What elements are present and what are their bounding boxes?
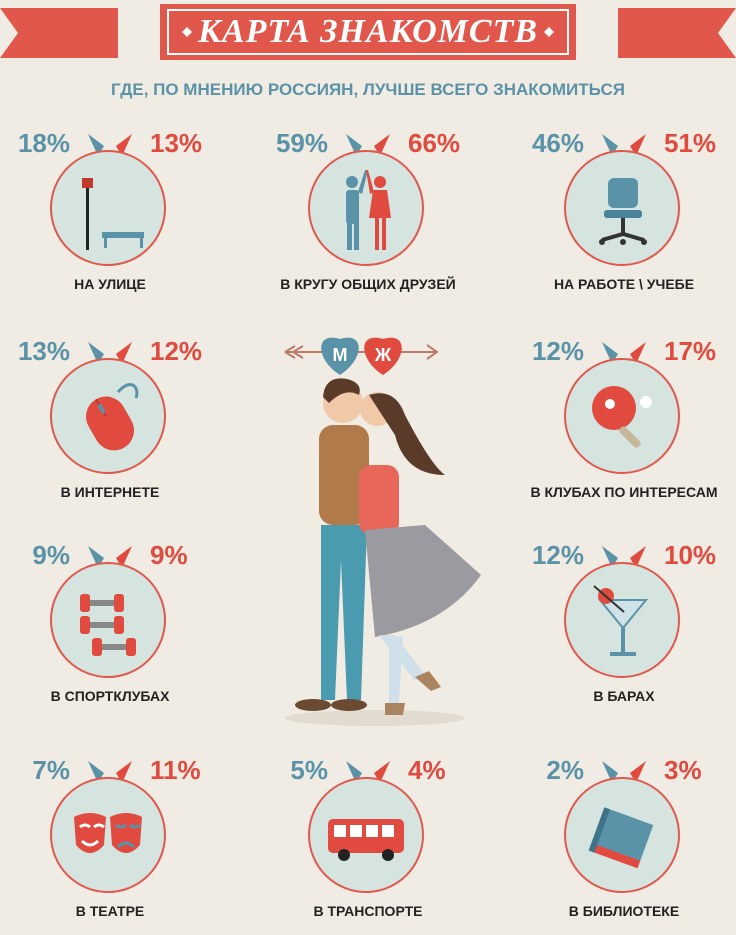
item-friends: 59% 66% В КРУГУ ОБЩИХ ДРУЗЕЙ <box>258 128 478 308</box>
item-circle <box>50 150 166 266</box>
female-percent: 51% <box>664 128 717 158</box>
male-percent: 7% <box>32 755 70 785</box>
male-percent: 13% <box>17 336 70 366</box>
page-title: КАРТА ЗНАКОМСТВ <box>197 13 539 50</box>
item-circle <box>308 777 424 893</box>
male-percent: 2% <box>546 755 584 785</box>
item-circle <box>564 562 680 678</box>
male-percent: 5% <box>290 755 328 785</box>
item-transport: 5% 4% В ТРАНСПОРТЕ <box>258 755 478 935</box>
item-theatre: 7% 11% В ТЕАТРЕ <box>0 755 220 935</box>
item-work: 46% 51% НА РАБОТЕ \ УЧЕБЕ <box>514 128 734 308</box>
page-subtitle: ГДЕ, ПО МНЕНИЮ РОССИЯН, ЛУЧШЕ ВСЕГО ЗНАК… <box>111 80 625 99</box>
female-percent: 3% <box>664 755 702 785</box>
item-label: В СПОРТКЛУБАХ <box>50 688 170 704</box>
item-bars: 12% 10% В БАРАХ <box>514 540 734 720</box>
item-circle <box>50 777 166 893</box>
item-circle <box>564 777 680 893</box>
male-heart-letter: М <box>333 345 348 365</box>
dumbbells-icon <box>80 594 136 656</box>
female-heart-icon <box>364 337 402 375</box>
theatre-masks-icon <box>74 813 142 853</box>
item-circle <box>564 150 680 266</box>
ping-pong-icon <box>592 386 652 448</box>
item-circle <box>308 150 424 266</box>
item-sportclubs: 9% 9% В СПОРТКЛУБАХ <box>0 540 220 720</box>
street-lamp-bench-icon <box>82 178 144 250</box>
item-label: НА РАБОТЕ \ УЧЕБЕ <box>553 276 695 292</box>
male-percent: 9% <box>32 540 70 570</box>
male-percent: 12% <box>531 540 584 570</box>
cocktail-icon <box>593 585 649 656</box>
item-internet: 13% 12% В ИНТЕРНЕТЕ <box>0 336 220 516</box>
female-percent: 66% <box>408 128 461 158</box>
title-banner <box>0 4 736 60</box>
item-label: В КЛУБАХ ПО ИНТЕРЕСАМ <box>530 484 718 500</box>
female-percent: 11% <box>150 755 201 785</box>
item-label: В ТЕАТРЕ <box>75 903 145 919</box>
friends-high-five-icon <box>346 170 391 250</box>
item-label: В БАРАХ <box>593 688 655 704</box>
male-percent: 59% <box>275 128 328 158</box>
book-icon <box>588 807 654 869</box>
item-label: В ТРАНСПОРТЕ <box>313 903 423 919</box>
female-percent: 10% <box>664 540 717 570</box>
item-clubs: 12% 17% В КЛУБАХ ПО ИНТЕРЕСАМ <box>514 336 734 516</box>
item-circle <box>50 358 166 474</box>
female-percent: 12% <box>150 336 203 366</box>
female-percent: 9% <box>150 540 188 570</box>
item-label: НА УЛИЦЕ <box>74 276 146 292</box>
item-label: В ИНТЕРНЕТЕ <box>60 484 160 500</box>
bus-icon <box>328 819 404 861</box>
couple-illustration: М Ж <box>284 337 481 726</box>
item-label: В КРУГУ ОБЩИХ ДРУЗЕЙ <box>280 276 456 292</box>
male-heart-icon <box>321 337 359 375</box>
female-percent: 13% <box>150 128 203 158</box>
item-library: 2% 3% В БИБЛИОТЕКЕ <box>514 755 734 935</box>
male-percent: 18% <box>17 128 70 158</box>
office-chair-icon <box>599 178 647 245</box>
female-heart-letter: Ж <box>374 345 392 365</box>
item-circle <box>564 358 680 474</box>
item-circle <box>50 562 166 678</box>
female-percent: 4% <box>408 755 446 785</box>
male-percent: 46% <box>531 128 584 158</box>
item-street: 18% 13% НА УЛИЦЕ <box>0 128 220 308</box>
male-percent: 12% <box>531 336 584 366</box>
computer-mouse-icon <box>86 383 139 451</box>
female-percent: 17% <box>664 336 717 366</box>
item-label: В БИБЛИОТЕКЕ <box>568 903 680 919</box>
